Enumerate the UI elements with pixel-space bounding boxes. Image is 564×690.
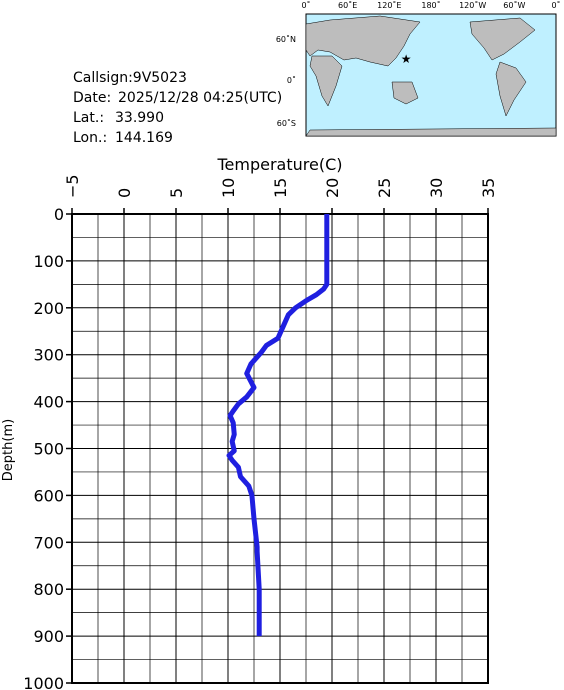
map-lon-label: 60˚W xyxy=(503,0,525,10)
map-lon-label: 60˚E xyxy=(338,0,357,10)
info-value: 144.169 xyxy=(115,130,173,146)
y-tick-label: 1000 xyxy=(23,674,64,690)
info-label: Callsign:9V5023 xyxy=(73,70,187,86)
info-value: 33.990 xyxy=(115,110,164,126)
x-tick-label: 10 xyxy=(219,178,238,198)
y-tick-label: 400 xyxy=(33,393,64,412)
x-tick-label: 5 xyxy=(167,188,186,198)
info-label: Lat.: xyxy=(73,110,104,126)
map-lat-label: 60˚N xyxy=(276,34,296,44)
station-marker: ★ xyxy=(401,52,412,66)
info-label: Date: xyxy=(73,90,111,106)
x-tick-label: 15 xyxy=(271,178,290,198)
y-tick-label: 100 xyxy=(33,252,64,271)
map-lon-label: 120˚E xyxy=(377,0,401,10)
y-tick-label: 800 xyxy=(33,580,64,599)
map-lon-label: 0˚ xyxy=(551,0,560,10)
info-label: Lon.: xyxy=(73,130,107,146)
x-tick-label: −5 xyxy=(63,174,82,198)
map-lat-label: 0˚ xyxy=(287,75,296,85)
x-tick-label: 0 xyxy=(115,188,134,198)
y-tick-label: 0 xyxy=(54,205,64,224)
x-tick-label: 25 xyxy=(375,178,394,198)
map-lat-label: 60˚S xyxy=(277,118,296,128)
map-lon-label: 180˚ xyxy=(421,0,440,10)
info-value: 2025/12/28 04:25(UTC) xyxy=(118,90,282,106)
y-tick-label: 300 xyxy=(33,346,64,365)
profile-line xyxy=(226,214,330,637)
y-tick-label: 600 xyxy=(33,486,64,505)
world-map xyxy=(305,13,557,137)
y-axis-title: Depth(m) xyxy=(1,419,16,481)
x-axis-title: Temperature(C) xyxy=(216,155,342,174)
y-tick-label: 700 xyxy=(33,533,64,552)
map-lon-label: 120˚W xyxy=(459,0,486,10)
x-tick-label: 20 xyxy=(323,178,342,198)
map-land xyxy=(305,15,557,137)
map-lon-label: 0˚ xyxy=(301,0,310,10)
y-tick-label: 500 xyxy=(33,440,64,459)
plot xyxy=(71,213,489,684)
x-tick-label: 30 xyxy=(427,178,446,198)
y-tick-label: 900 xyxy=(33,627,64,646)
y-tick-label: 200 xyxy=(33,299,64,318)
x-tick-label: 35 xyxy=(479,178,498,198)
